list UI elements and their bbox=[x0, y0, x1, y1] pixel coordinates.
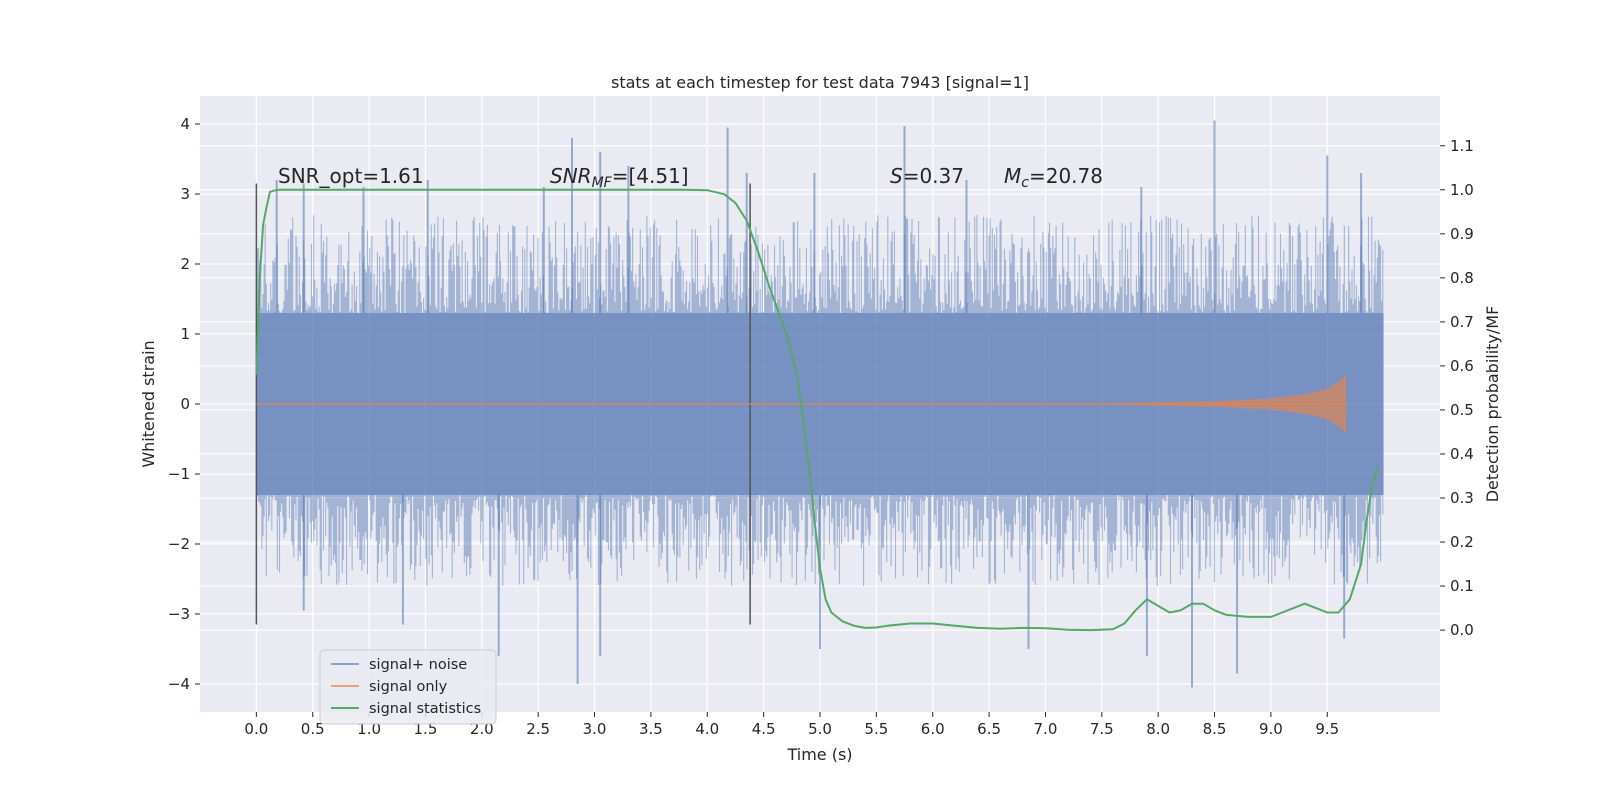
x-tick-label: 3.5 bbox=[639, 720, 663, 738]
y-tick-label: −1 bbox=[168, 465, 190, 483]
x-tick-label: 6.0 bbox=[921, 720, 945, 738]
chart-title: stats at each timestep for test data 794… bbox=[611, 73, 1029, 92]
annotations: SNR_opt=1.61 SNRMF=[4.51] S=0.37 Mc=20.7… bbox=[278, 164, 1103, 191]
y2-axis-label: Detection probability/MF bbox=[1483, 306, 1502, 503]
chirp-mass-annotation: Mc=20.78 bbox=[1004, 164, 1103, 191]
x-tick-label: 0.5 bbox=[301, 720, 325, 738]
y-tick-label: 0 bbox=[180, 395, 190, 413]
y-axis-label: Whitened strain bbox=[139, 340, 158, 467]
x-tick-label: 5.5 bbox=[864, 720, 888, 738]
x-tick-label: 8.0 bbox=[1146, 720, 1170, 738]
legend-label-signal-statistics: signal statistics bbox=[369, 701, 481, 717]
spin-value: =0.37 bbox=[903, 164, 964, 188]
x-tick-label: 0.0 bbox=[244, 720, 268, 738]
x-tick-label: 9.0 bbox=[1259, 720, 1283, 738]
y2-tick-label: 0.1 bbox=[1450, 577, 1474, 595]
signal-statistics-curve bbox=[255, 188, 1379, 632]
snr-mf-value: =[4.51] bbox=[612, 164, 689, 188]
y-tick-label: 2 bbox=[180, 255, 190, 273]
x-tick-label: 2.5 bbox=[526, 720, 550, 738]
x-tick-label: 7.5 bbox=[1090, 720, 1114, 738]
y-tick-label: −3 bbox=[168, 605, 190, 623]
y-tick-label: 1 bbox=[180, 325, 190, 343]
axis-ticks: 0.0 0.5 1.0 1.5 2.0 2.5 3.0 3.5 4.0 4.5 5.0 5.5 6.0 6… bbox=[168, 115, 1474, 738]
y2-tick-label: 0.6 bbox=[1450, 357, 1474, 375]
x-tick-label: 3.0 bbox=[583, 720, 607, 738]
snr-opt-annotation: SNR_opt=1.61 bbox=[278, 164, 424, 188]
spin-annotation: S=0.37 bbox=[890, 164, 964, 188]
signal-only-chirp bbox=[1101, 375, 1347, 433]
y2-tick-label: 0.4 bbox=[1450, 445, 1474, 463]
x-tick-label: 7.0 bbox=[1034, 720, 1058, 738]
y-tick-label: −2 bbox=[168, 535, 190, 553]
x-tick-label: 8.5 bbox=[1203, 720, 1227, 738]
y2-tick-label: 0.0 bbox=[1450, 621, 1474, 639]
legend: signal+ noise signal only signal statist… bbox=[319, 649, 497, 725]
legend-label-signal-noise: signal+ noise bbox=[369, 657, 467, 673]
x-tick-label: 4.0 bbox=[695, 720, 719, 738]
y2-tick-label: 0.3 bbox=[1450, 489, 1474, 507]
snr-mf-annotation: SNRMF=[4.51] bbox=[550, 164, 689, 191]
y-tick-label: 4 bbox=[180, 115, 190, 133]
legend-label-signal-only: signal only bbox=[369, 679, 448, 695]
y2-tick-label: 0.5 bbox=[1450, 401, 1474, 419]
x-tick-label: 6.5 bbox=[977, 720, 1001, 738]
x-tick-label: 9.5 bbox=[1315, 720, 1339, 738]
y-tick-label: −4 bbox=[168, 675, 190, 693]
y2-tick-label: 0.2 bbox=[1450, 533, 1474, 551]
x-axis-label: Time (s) bbox=[786, 745, 852, 764]
y2-tick-label: 0.9 bbox=[1450, 225, 1474, 243]
y-tick-label: 3 bbox=[180, 185, 190, 203]
statistics-line bbox=[255, 188, 1379, 632]
x-tick-label: 4.5 bbox=[752, 720, 776, 738]
legend-box bbox=[319, 649, 497, 725]
x-tick-label: 5.0 bbox=[808, 720, 832, 738]
noise-peaks bbox=[275, 120, 1363, 688]
y2-tick-label: 0.7 bbox=[1450, 313, 1474, 331]
chirp-mass-value: =20.78 bbox=[1029, 164, 1103, 188]
y2-tick-label: 1.1 bbox=[1450, 137, 1474, 155]
y2-tick-label: 1.0 bbox=[1450, 181, 1474, 199]
y2-tick-label: 0.8 bbox=[1450, 269, 1474, 287]
